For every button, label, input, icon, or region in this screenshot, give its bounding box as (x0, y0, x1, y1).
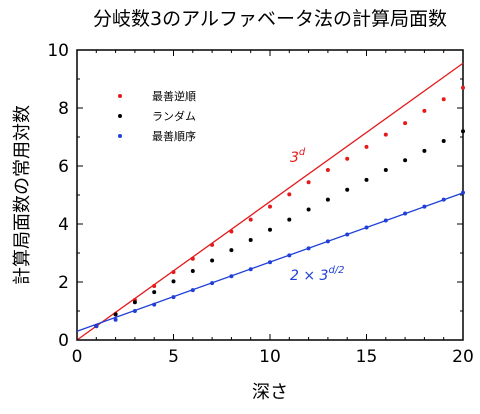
point-series-1 (383, 168, 388, 173)
point-series-2 (113, 317, 118, 322)
y-tick-label: 6 (58, 157, 69, 177)
point-series-0 (229, 229, 234, 234)
point-series-1 (364, 177, 369, 182)
point-series-2 (306, 246, 311, 251)
point-series-0 (364, 144, 369, 149)
point-series-2 (152, 302, 157, 307)
legend-marker-series-2 (118, 134, 122, 138)
point-series-1 (190, 268, 195, 273)
point-series-0 (403, 121, 408, 126)
point-series-1 (113, 312, 118, 317)
point-series-1 (210, 258, 215, 263)
y-tick-label: 4 (58, 215, 69, 235)
point-series-0 (210, 242, 215, 247)
legend-label-series-0: 最善逆順 (152, 89, 196, 103)
chart-title: 分岐数3のアルファベータ法の計算局面数 (93, 8, 447, 30)
point-series-1 (287, 217, 292, 222)
point-series-2 (229, 274, 234, 279)
y-tick-label: 8 (58, 99, 69, 119)
annotation-ref-line-1: 2 × 3d/2 (290, 265, 345, 284)
point-series-1 (403, 158, 408, 163)
point-series-0 (325, 168, 330, 173)
annotation-ref-line-1-base: 2 × 3 (290, 268, 328, 284)
point-series-0 (306, 180, 311, 185)
point-series-1 (268, 227, 272, 232)
x-tick-label: 10 (259, 347, 281, 367)
point-series-1 (152, 290, 157, 295)
x-tick-label: 5 (168, 347, 179, 367)
point-series-0 (441, 97, 446, 102)
axis-ticks: 0 5 10 15 20 0 2 4 6 8 10 (47, 41, 473, 367)
point-series-0 (190, 256, 195, 261)
legend-label-series-2: 最善順序 (152, 129, 196, 143)
x-tick-label: 15 (356, 347, 378, 367)
x-tick-label: 0 (72, 347, 83, 367)
annotation-ref-line-0-sup: d (299, 147, 306, 158)
point-series-0 (422, 108, 427, 113)
y-tick-label: 10 (47, 41, 69, 61)
point-series-2 (422, 204, 427, 209)
point-series-1 (229, 248, 234, 253)
point-series-2 (210, 281, 215, 286)
point-series-2 (287, 253, 292, 258)
point-series-2 (441, 197, 446, 202)
point-series-1 (248, 237, 253, 242)
point-series-1 (132, 300, 137, 305)
annotation-ref-line-0-base: 3 (290, 150, 299, 166)
reference-line-0 (76, 62, 464, 341)
x-axis-label: 深さ (252, 382, 288, 403)
point-series-0 (171, 270, 176, 275)
point-series-0 (248, 217, 253, 222)
annotation-ref-line-0: 3d (290, 147, 306, 166)
point-series-2 (325, 239, 330, 244)
point-series-1 (325, 197, 330, 202)
point-series-2 (268, 260, 272, 265)
point-series-1 (422, 148, 427, 153)
point-series-1 (306, 207, 311, 212)
point-series-2 (248, 267, 253, 272)
y-axis-label: 計算局面数の常用対数 (12, 105, 33, 285)
data-points (94, 85, 465, 329)
point-series-0 (152, 284, 157, 289)
legend-marker-series-1 (118, 114, 122, 118)
point-series-2 (403, 211, 408, 216)
point-series-1 (345, 187, 350, 192)
point-series-2 (345, 232, 350, 237)
point-series-1 (441, 139, 446, 144)
point-series-0 (345, 156, 350, 161)
point-series-0 (268, 204, 272, 209)
plot-frame (76, 49, 464, 341)
point-series-1 (461, 129, 465, 134)
point-series-2 (94, 324, 99, 329)
point-series-2 (383, 218, 388, 223)
point-series-2 (461, 190, 465, 195)
y-tick-label: 0 (58, 331, 69, 351)
point-series-2 (132, 309, 137, 313)
y-tick-label: 2 (58, 273, 69, 293)
legend: 最善逆順 ランダム 最善順序 (118, 89, 196, 143)
point-series-2 (364, 225, 369, 230)
legend-marker-series-0 (118, 94, 122, 98)
point-series-2 (171, 295, 176, 300)
legend-label-series-1: ランダム (152, 109, 196, 123)
point-series-0 (287, 192, 292, 197)
point-series-0 (461, 85, 465, 90)
point-series-1 (171, 279, 176, 284)
point-series-2 (190, 288, 195, 293)
x-tick-label: 20 (452, 347, 474, 367)
annotation-ref-line-1-sup: d/2 (328, 265, 344, 276)
point-series-0 (383, 132, 388, 137)
